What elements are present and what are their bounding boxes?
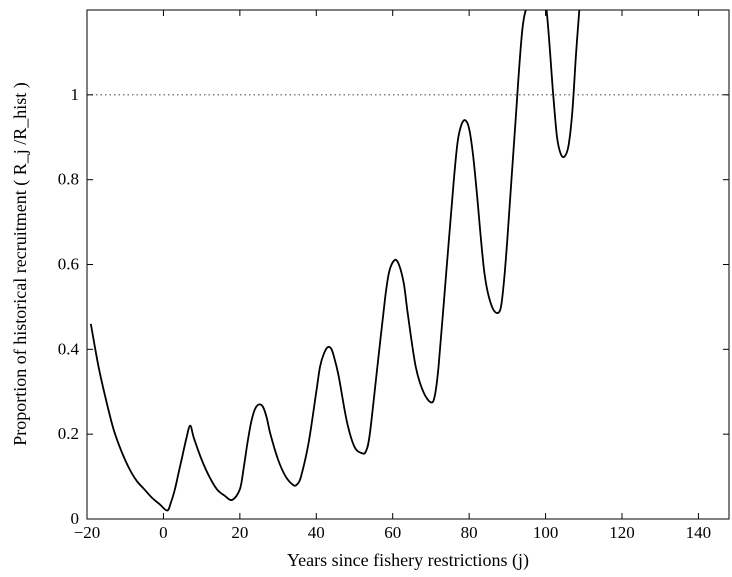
x-tick-label: −20 [74, 523, 101, 542]
y-axis-label: Proportion of historical recruitment ( R… [10, 82, 31, 445]
x-tick-label: 40 [308, 523, 325, 542]
x-tick-label: 100 [533, 523, 559, 542]
plot-frame [86, 9, 730, 520]
x-tick-label: 0 [159, 523, 168, 542]
y-tick-label: 0.2 [58, 424, 79, 443]
x-tick-label: 80 [461, 523, 478, 542]
x-axis-label: Years since fishery restrictions (j) [287, 550, 529, 571]
series-line-0 [89, 10, 581, 512]
x-tick-label: 60 [384, 523, 401, 542]
x-tick-label: 140 [686, 523, 712, 542]
x-tick-label: 120 [609, 523, 635, 542]
y-tick-label: 0.8 [58, 170, 79, 189]
y-tick-label: 1 [71, 85, 80, 104]
x-tick-label: 20 [231, 523, 248, 542]
y-tick-label: 0.4 [58, 339, 80, 358]
y-tick-label: 0.6 [58, 255, 79, 274]
y-tick-label: 0 [71, 509, 80, 528]
